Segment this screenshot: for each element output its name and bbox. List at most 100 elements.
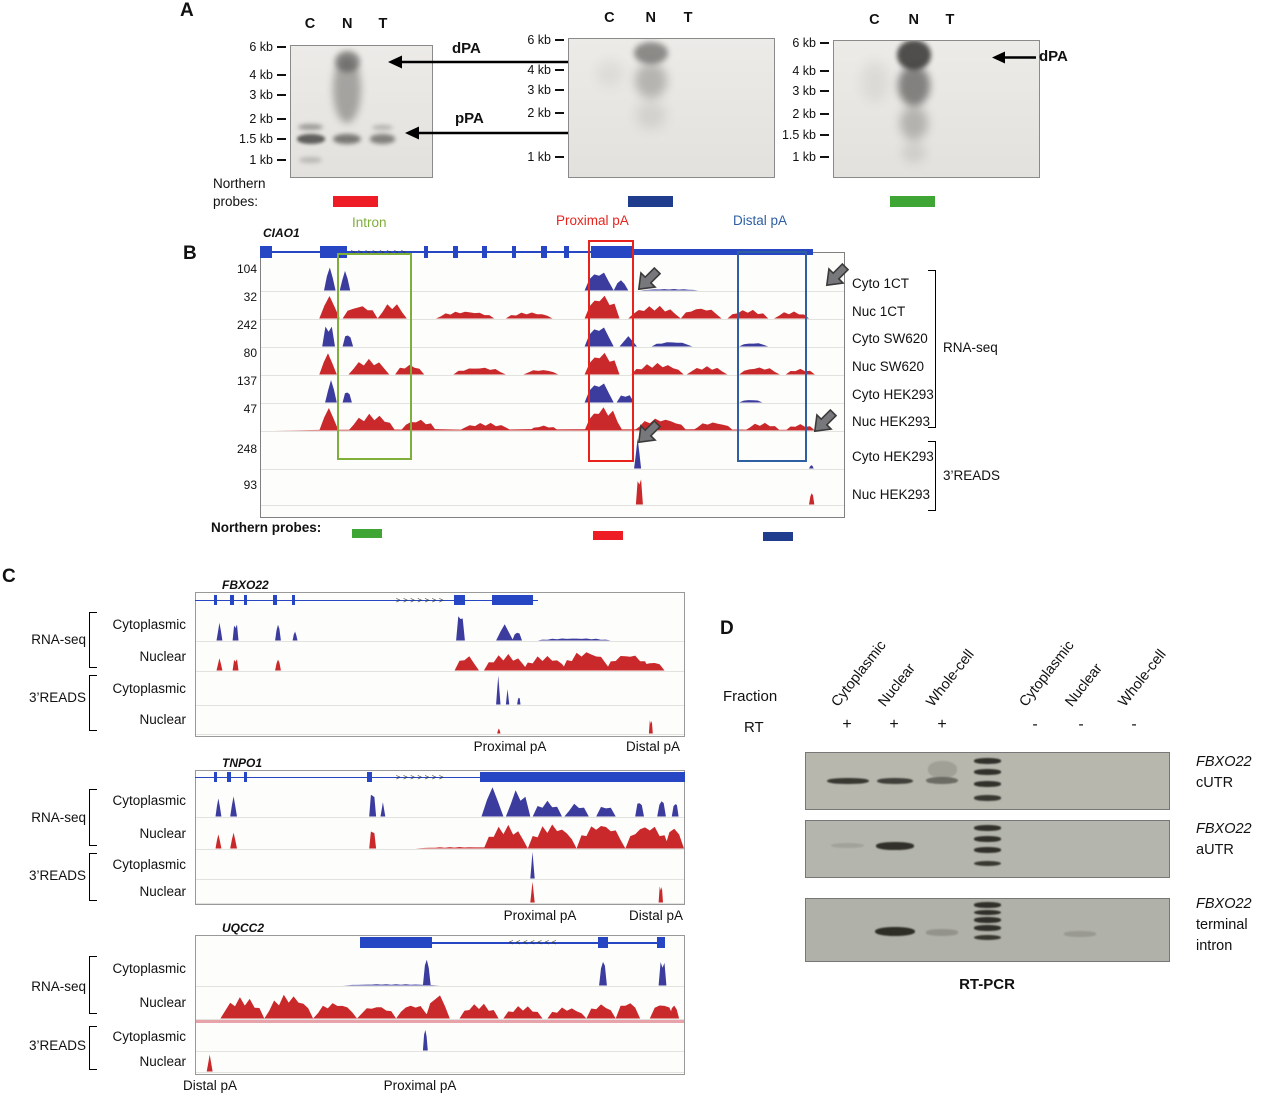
proximal-pa-region-label: Proximal pA xyxy=(556,213,629,228)
blot-band xyxy=(897,65,931,107)
gel-desc-label: terminal xyxy=(1196,917,1248,933)
panel-b-label: B xyxy=(183,243,197,264)
3reads-group-label: 3’READS xyxy=(943,468,1001,483)
track-scale: 104 xyxy=(236,262,257,276)
track-scale: 32 xyxy=(243,290,257,304)
probe-bar-green xyxy=(890,196,935,207)
blot-band xyxy=(333,133,362,145)
blot-band xyxy=(369,134,396,144)
track-label: Cyto HEK293 xyxy=(852,449,934,464)
size-marker: 1 kb xyxy=(249,153,286,167)
peak-arrow-icon xyxy=(825,262,850,287)
gel-band xyxy=(831,842,865,849)
column-header: Whole-cell xyxy=(1115,646,1170,710)
gel-band xyxy=(973,795,1002,801)
gel-band xyxy=(925,776,959,785)
track-3reads-cyto-hek293 xyxy=(261,436,844,470)
lane-label: T xyxy=(378,16,388,32)
size-marker: 3 kb xyxy=(792,84,829,98)
gel-gene-label: FBXO22 xyxy=(1196,754,1252,770)
gel-band xyxy=(973,781,1002,787)
gel-band xyxy=(973,769,1002,775)
lane-label: C xyxy=(604,10,615,26)
size-marker: 4 kb xyxy=(792,64,829,78)
track-label: Nuc HEK293 xyxy=(852,487,931,502)
tnpo1-3reads-nuc-track xyxy=(196,880,684,904)
size-marker: 1 kb xyxy=(527,150,564,164)
track-scale: 242 xyxy=(236,318,257,332)
lane-label: N xyxy=(341,16,353,32)
lane-label: C xyxy=(869,12,880,28)
track-label: Nuc SW620 xyxy=(852,359,925,374)
track-label: Cyto 1CT xyxy=(852,276,910,291)
blot3-markers: 6 kb 4 kb 3 kb 2 kb 1.5 kb 1 kb xyxy=(759,36,829,178)
fbxo22-3reads-nuc-track xyxy=(196,706,684,735)
gene-model-segment xyxy=(213,594,218,606)
blot-band xyxy=(901,142,927,163)
uqcc2-3reads-nuc-track xyxy=(196,1052,684,1073)
fraction-label: Fraction xyxy=(723,688,778,705)
gene-name-tnpo1: TNPO1 xyxy=(222,756,263,770)
gene-model-segment xyxy=(453,245,458,259)
rtpcr-gel-terminal-intron xyxy=(805,898,1170,962)
row-label: Nuclear xyxy=(139,649,186,664)
dpa-right-label: dPA xyxy=(1039,48,1068,65)
northern-probes-label: Northern probes: xyxy=(211,520,322,535)
row-label: Cytoplasmic xyxy=(112,1029,186,1044)
track-nuc-hek293 xyxy=(261,404,844,432)
size-marker: 6 kb xyxy=(792,36,829,50)
blot-band xyxy=(372,124,394,130)
fbxo22-rnaseq-cyto-track xyxy=(196,607,684,642)
gel-band xyxy=(1063,930,1097,937)
gene-model-segment xyxy=(292,594,295,606)
tnpo1-gene-model: >>>>>>>> xyxy=(195,771,685,783)
track-scale: 93 xyxy=(243,478,257,492)
3reads-group-label: 3’READS xyxy=(28,1038,86,1053)
gel-band xyxy=(973,847,1002,853)
track-nuc-1ct xyxy=(261,292,844,320)
tnpo1-3reads-cyto-track xyxy=(196,850,684,880)
track-label: Nuc HEK293 xyxy=(852,414,931,429)
proximal-pa-label: Proximal pA xyxy=(503,908,577,923)
lane-label: N xyxy=(908,12,919,28)
probe-bar-red xyxy=(593,531,623,540)
rt-sign: + xyxy=(889,716,899,733)
blot-band xyxy=(298,123,324,131)
tnpo1-rnaseq-cyto-track xyxy=(196,784,684,818)
row-label: Cytoplasmic xyxy=(112,961,186,976)
size-marker: 4 kb xyxy=(527,63,564,77)
blot-band xyxy=(634,63,668,98)
ciao1-browser-box xyxy=(260,252,845,518)
panel-a-label: A xyxy=(180,0,194,21)
gene-model-segment xyxy=(227,771,232,783)
distal-pa-region-box xyxy=(737,251,807,462)
northern-blot-1 xyxy=(290,45,433,178)
gene-model-segment xyxy=(511,245,517,259)
gene-model-segment xyxy=(320,245,347,259)
gel-desc-label: aUTR xyxy=(1196,842,1234,858)
track-scale: 137 xyxy=(236,374,257,388)
blot-band xyxy=(633,41,669,64)
size-marker: 2 kb xyxy=(527,106,564,120)
rnaseq-bracket xyxy=(928,270,936,428)
row-label: Cytoplasmic xyxy=(112,857,186,872)
row-label: Nuclear xyxy=(139,995,186,1010)
gene-model-segment: >>>>>>>> xyxy=(395,595,445,605)
gene-name-fbxo22: FBXO22 xyxy=(222,578,269,592)
gene-model-segment xyxy=(564,245,569,259)
gene-model-segment xyxy=(213,771,218,783)
blot-band xyxy=(860,61,890,103)
gene-model-segment: >>>>>>>> xyxy=(395,772,445,782)
rnaseq-bracket xyxy=(89,612,97,668)
gene-model-segment xyxy=(367,771,373,783)
blot-band xyxy=(635,101,667,129)
ppa-label: pPA xyxy=(455,110,484,127)
lane-label: N xyxy=(645,10,657,26)
uqcc2-rnaseq-nuc-track xyxy=(196,987,684,1020)
tnpo1-rnaseq-nuc-track xyxy=(196,818,684,850)
row-label: Cytoplasmic xyxy=(112,617,186,632)
northern-blot-3 xyxy=(833,40,1040,178)
size-marker: 1.5 kb xyxy=(239,132,286,146)
gene-model-segment xyxy=(492,594,533,606)
